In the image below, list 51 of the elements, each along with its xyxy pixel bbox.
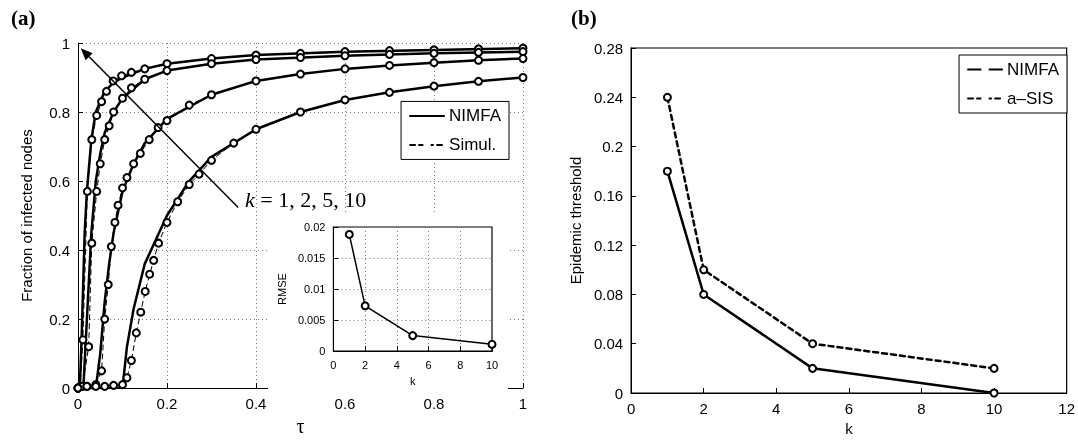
y-tick-label: 0.2 <box>602 138 624 156</box>
x-tick-label: 0 <box>73 395 83 413</box>
y-tick-label: 0.02 <box>304 221 326 233</box>
x-tick-label: 0 <box>626 400 636 417</box>
x-axis-title: k <box>409 374 416 387</box>
y-tick-label: 0.28 <box>593 39 624 57</box>
x-axis-title: k <box>845 419 854 437</box>
x-tick-label: 1 <box>518 395 528 413</box>
x-axis-title: τ <box>296 415 305 437</box>
legend-label: Simul. <box>449 135 497 155</box>
x-tick-label: 10 <box>985 400 1003 417</box>
y-tick-label: 1 <box>61 34 70 52</box>
chart-title: (b) <box>571 5 597 30</box>
y-tick-label: 0.2 <box>49 310 70 328</box>
x-tick-label: 6 <box>425 358 432 371</box>
x-tick-label: 0.8 <box>423 395 445 413</box>
x-tick-label: 2 <box>699 400 708 417</box>
y-tick-label: 0 <box>61 379 70 397</box>
y-tick-label: 0.005 <box>297 314 326 327</box>
x-tick-label: 0.2 <box>156 395 178 413</box>
x-tick-label: 0.6 <box>334 395 356 413</box>
x-tick-label: 0 <box>330 358 337 371</box>
y-tick-label: 0.08 <box>593 285 624 303</box>
y-axis-title: Epidemic threshold <box>567 156 584 285</box>
chart-title: (a) <box>11 5 36 30</box>
x-tick-label: 12 <box>1058 400 1075 417</box>
y-tick-label: 0.015 <box>297 252 326 265</box>
y-tick-label: 0 <box>319 345 326 358</box>
y-tick-label: 0.6 <box>49 172 70 190</box>
x-tick-label: 4 <box>393 358 400 371</box>
y-tick-label: 0.4 <box>49 241 70 259</box>
y-tick-label: 0 <box>614 384 624 402</box>
legend-label: NIMFA <box>1007 60 1060 79</box>
legend-label: a–SIS <box>1007 89 1054 108</box>
y-tick-label: 0.24 <box>593 88 624 106</box>
x-tick-label: 4 <box>772 400 781 417</box>
x-tick-label: 8 <box>917 400 926 417</box>
y-tick-label: 0.16 <box>593 187 624 205</box>
y-axis-title: RMSE <box>275 273 288 305</box>
y-tick-label: 0.12 <box>593 236 624 254</box>
x-tick-label: 2 <box>362 358 369 371</box>
x-tick-label: 0.4 <box>245 395 267 413</box>
annotation: k = 1, 2, 5, 10 <box>245 186 367 212</box>
y-tick-label: 0.01 <box>304 283 326 296</box>
x-tick-label: 6 <box>844 400 854 417</box>
y-axis-title: Fraction of infected nodes <box>18 129 35 302</box>
y-tick-label: 0.04 <box>593 335 624 353</box>
x-tick-label: 8 <box>457 358 464 371</box>
x-tick-label: 10 <box>485 358 499 371</box>
legend-label: NIMFA <box>449 106 502 126</box>
y-tick-label: 0.8 <box>49 103 70 121</box>
